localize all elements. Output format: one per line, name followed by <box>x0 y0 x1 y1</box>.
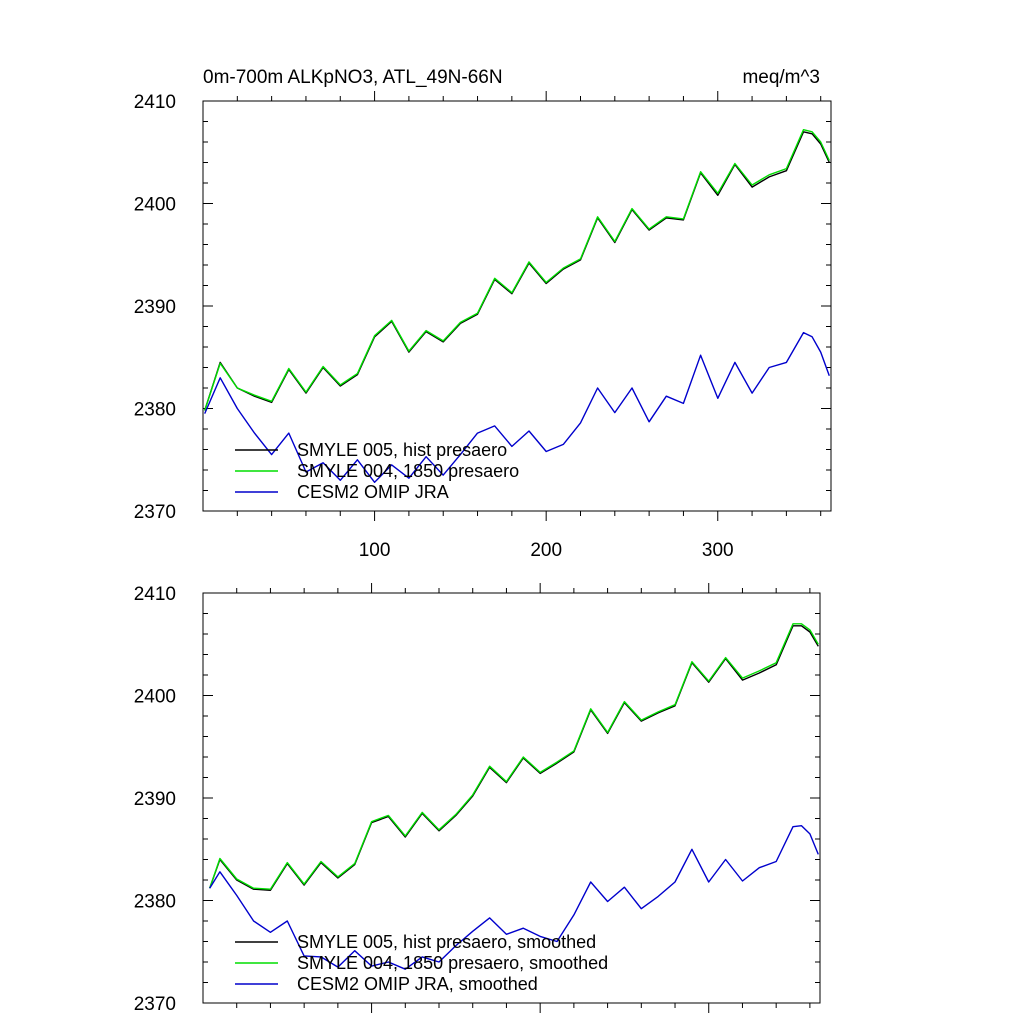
legend-label-2: SMYLE 004, 1850 presaero, smoothed <box>297 953 608 973</box>
y-tick-label: 2380 <box>134 400 176 421</box>
y-tick-label: 2370 <box>134 994 176 1015</box>
bottom-panel: 2370 2380 2390 2400 2410 SMYLE 005, hist pres… <box>134 583 821 1015</box>
series-line-2 <box>204 128 830 411</box>
series-line-1 <box>204 131 830 411</box>
y-tick-label: 2400 <box>134 195 176 216</box>
series-line-3 <box>204 331 830 483</box>
y-tick-label: 2390 <box>134 297 176 318</box>
legend-label-2: SMYLE 004, 1850 presaero <box>297 461 519 481</box>
x-tick-label: 300 <box>702 540 734 561</box>
y-tick-label: 2400 <box>134 687 176 708</box>
legend-label-1: SMYLE 005, hist presaero <box>297 440 507 460</box>
legend-label-3: CESM2 OMIP JRA, smoothed <box>297 974 538 994</box>
chart-title-left: 0m-700m ALKpNO3, ATL_49N-66N <box>203 67 503 88</box>
legend-label-1: SMYLE 005, hist presaero, smoothed <box>297 932 596 952</box>
y-tick-label: 2410 <box>134 584 176 605</box>
y-tick-label: 2410 <box>134 92 176 113</box>
x-tick-label: 200 <box>530 540 562 561</box>
y-tick-label: 2370 <box>134 502 176 523</box>
series-line-3 <box>209 825 819 970</box>
series-line-2 <box>209 623 819 890</box>
top-panel: 2370 2380 2390 2400 2410 100 200 300 SMYLE 005, … <box>134 91 832 561</box>
chart-title-right: meq/m^3 <box>742 67 820 88</box>
y-tick-label: 2390 <box>134 789 176 810</box>
series-line-1 <box>209 625 819 891</box>
legend-label-3: CESM2 OMIP JRA <box>297 482 449 502</box>
y-tick-label: 2380 <box>134 892 176 913</box>
x-tick-label: 100 <box>359 540 391 561</box>
